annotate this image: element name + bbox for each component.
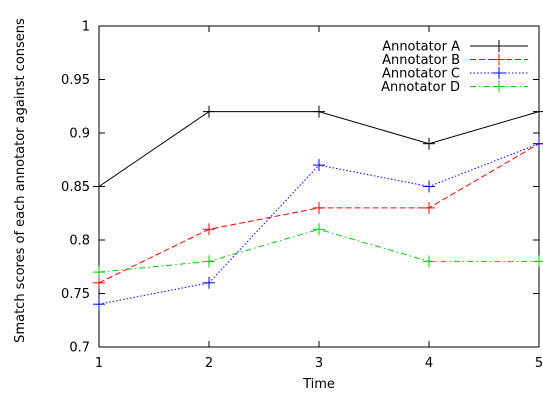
x-tick-label: 1	[95, 356, 103, 371]
plot-frame	[98, 25, 540, 348]
y-tick-label: 0.95	[61, 73, 90, 88]
legend-label: Annotator D	[381, 80, 460, 95]
series-annotator-a	[93, 105, 543, 193]
legend-marker	[493, 53, 505, 66]
series-annotator-b-point	[203, 223, 215, 236]
y-axis: 0.7 0.75 0.8 0.85 0.9 0.95 1	[61, 20, 539, 356]
legend-label: Annotator A	[382, 40, 460, 55]
x-tick-label: 5	[535, 356, 543, 371]
y-tick-label: 0.8	[69, 234, 90, 249]
series-annotator-c-point	[93, 298, 105, 311]
series-annotator-c-point	[313, 159, 325, 172]
series-annotator-a-line	[98, 111, 540, 187]
x-axis: 1 2 3 4 5	[95, 26, 543, 371]
x-tick-label: 4	[425, 356, 433, 371]
series-annotator-d-point	[203, 255, 215, 268]
series-annotator-d-point	[423, 255, 435, 268]
series-annotator-a-point	[203, 105, 215, 118]
y-tick-label: 1	[82, 20, 90, 35]
x-tick-label: 2	[205, 356, 213, 371]
series-annotator-d	[93, 223, 543, 279]
series-annotator-a-point	[313, 105, 325, 118]
series-annotator-d-point	[93, 266, 105, 279]
legend-entry: Annotator D	[381, 80, 528, 95]
series-annotator-a-point	[533, 105, 543, 118]
series-annotator-c-point	[533, 137, 543, 150]
series-annotator-b-point	[93, 276, 105, 289]
series-annotator-b	[93, 137, 543, 289]
legend-entry: Annotator A	[382, 40, 528, 55]
legend-marker	[493, 40, 505, 52]
series-annotator-b-point	[313, 201, 325, 214]
x-tick-label: 3	[315, 356, 323, 371]
legend-label: Annotator C	[382, 67, 460, 82]
y-tick-label: 0.7	[69, 341, 90, 356]
series-annotator-a-point	[423, 137, 435, 150]
legend-marker	[493, 80, 505, 93]
series-annotator-c-point	[203, 276, 215, 289]
series-group	[93, 105, 543, 311]
series-annotator-a-point	[93, 180, 105, 193]
legend-entry: Annotator C	[382, 67, 528, 82]
series-annotator-d-point	[533, 255, 543, 268]
y-axis-label: Smatch scores of each annotator against …	[13, 18, 28, 343]
series-annotator-b-point	[423, 201, 435, 214]
series-annotator-c	[93, 137, 543, 311]
x-axis-label: Time	[302, 377, 335, 392]
y-tick-label: 0.85	[61, 180, 90, 195]
legend-marker	[493, 67, 505, 79]
y-tick-label: 0.75	[61, 287, 90, 302]
series-annotator-d-point	[313, 223, 325, 236]
legend-entry: Annotator B	[382, 53, 528, 68]
y-tick-label: 0.9	[69, 127, 90, 142]
legend-label: Annotator B	[382, 53, 460, 68]
series-annotator-c-point	[423, 180, 435, 193]
